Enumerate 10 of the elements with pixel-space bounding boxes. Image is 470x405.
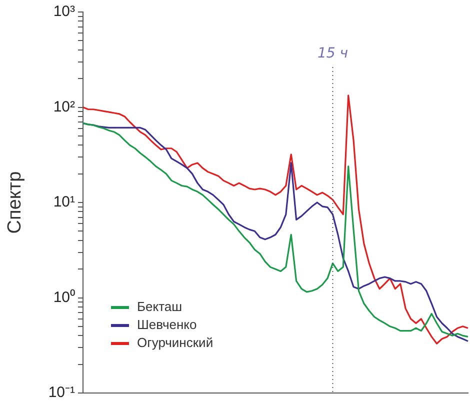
y-tick-label: 10³ — [53, 3, 75, 20]
y-tick-label: 10¹ — [53, 194, 75, 211]
legend-label: Шевченко — [137, 316, 197, 334]
y-tick-label: 10⁻¹ — [48, 384, 75, 402]
legend-label: Огурчинский — [137, 334, 214, 352]
legend-label: Бекташ — [137, 298, 182, 316]
annotation: 15 ч — [317, 46, 348, 62]
y-tick-label: 10⁰ — [53, 288, 75, 306]
y-tick-label: 10² — [53, 98, 75, 116]
y-axis-title: Спектр — [4, 171, 26, 234]
